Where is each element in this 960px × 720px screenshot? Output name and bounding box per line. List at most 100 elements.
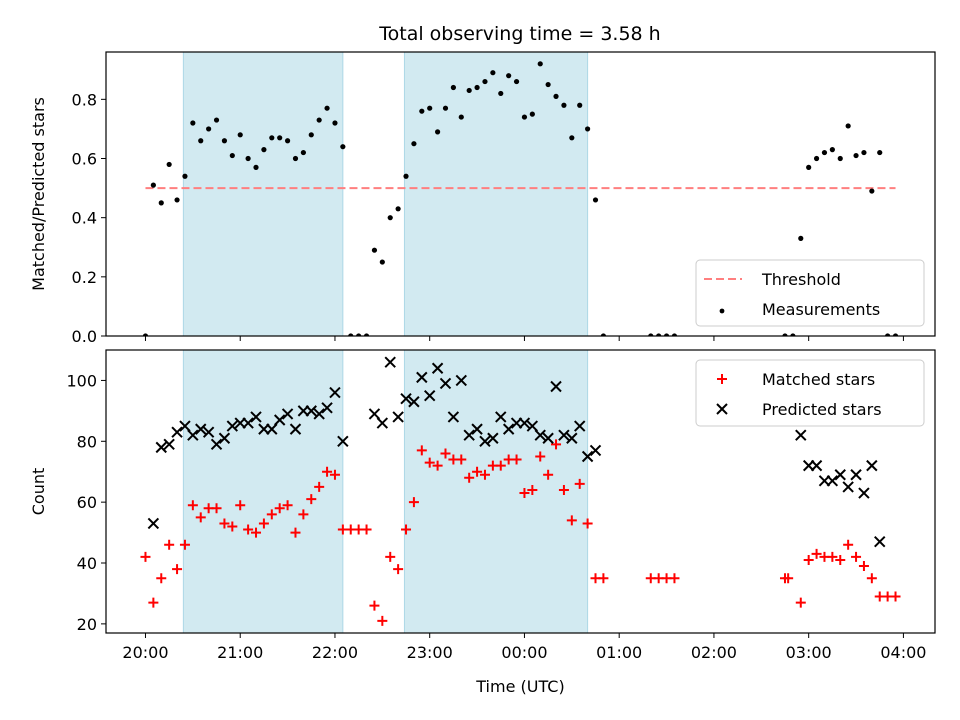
matched-star-point xyxy=(803,554,814,565)
measurement-point xyxy=(190,120,196,126)
predicted-star-point xyxy=(179,420,191,432)
predicted-star-point xyxy=(874,536,886,548)
matched-star-point xyxy=(408,497,419,508)
predicted-star-point xyxy=(250,411,262,423)
x-tick-label: 02:00 xyxy=(691,643,737,662)
measurement-point xyxy=(869,188,875,194)
predicted-star-point xyxy=(384,356,396,368)
matched-star-point xyxy=(329,469,340,480)
x-tick-label: 04:00 xyxy=(880,643,926,662)
legend: Matched stars Predicted stars xyxy=(695,359,925,427)
predicted-star-point xyxy=(313,408,325,420)
measurement-point xyxy=(261,147,267,153)
y-tick-label: 0.8 xyxy=(72,90,97,109)
matched-star-point xyxy=(156,573,167,584)
matched-star-point xyxy=(298,509,309,520)
predicted-star-point xyxy=(392,411,404,423)
measurement-point xyxy=(458,114,464,120)
predicted-star-point xyxy=(455,374,467,387)
measurement-point xyxy=(182,173,188,179)
y-axis-label: Matched/Predicted stars xyxy=(29,97,48,291)
matched-star-point xyxy=(385,551,396,562)
predicted-star-point xyxy=(558,429,570,441)
measurement-point xyxy=(213,117,220,123)
measurement-point xyxy=(411,141,417,147)
matched-star-point xyxy=(527,484,538,495)
matched-star-point xyxy=(566,515,577,526)
matched-star-point xyxy=(164,539,175,550)
predicted-star-point xyxy=(329,386,341,399)
matched-star-point xyxy=(558,484,569,495)
measurement-point xyxy=(600,333,606,336)
legend-label: Predicted stars xyxy=(762,400,882,419)
legend-label: Measurements xyxy=(762,300,880,319)
measurement-point xyxy=(340,144,346,150)
measurement-point xyxy=(166,161,172,168)
matched-star-point xyxy=(282,500,293,511)
legend-label: Threshold xyxy=(761,270,841,289)
predicted-star-point xyxy=(834,469,846,481)
measurement-point xyxy=(656,333,662,336)
measurement-point xyxy=(300,149,306,156)
matched-star-point xyxy=(582,518,593,529)
predicted-star-point xyxy=(423,389,436,402)
measurement-point xyxy=(490,70,496,76)
measurement-point xyxy=(466,87,472,94)
matched-star-point xyxy=(811,548,822,559)
axes-frame xyxy=(105,51,936,337)
measurement-point xyxy=(663,333,670,336)
predicted-star-point xyxy=(479,435,491,447)
predicted-star-point xyxy=(518,417,531,429)
measurement-point xyxy=(861,149,867,156)
legend-measurement-swatch xyxy=(719,308,725,314)
matched-star-point xyxy=(472,466,483,477)
plot-area xyxy=(142,61,899,336)
predicted-star-point xyxy=(400,392,412,405)
matched-star-point xyxy=(456,454,467,465)
measurement-point xyxy=(529,111,535,117)
legend-box xyxy=(695,259,925,327)
predicted-star-point xyxy=(171,426,183,438)
measurement-point xyxy=(506,73,512,79)
legend-matched-swatch xyxy=(717,374,727,384)
y-tick-label: 0.0 xyxy=(72,327,97,346)
measurement-point xyxy=(671,333,678,336)
y-tick-label: 40 xyxy=(77,554,97,573)
predicted-star-point xyxy=(842,481,854,493)
measurement-point xyxy=(577,102,583,108)
matched-star-point xyxy=(432,460,443,471)
matched-star-point xyxy=(369,600,380,611)
measurement-point xyxy=(427,105,433,111)
matched-star-point xyxy=(195,512,206,523)
predicted-star-point xyxy=(202,426,215,438)
predicted-star-point xyxy=(376,417,389,429)
matched-star-point xyxy=(172,564,183,575)
matched-star-point xyxy=(783,573,794,584)
measurement-point xyxy=(513,78,520,85)
predicted-star-point xyxy=(534,429,546,441)
y-tick-label: 80 xyxy=(77,432,97,451)
measurement-point xyxy=(142,333,149,336)
predicted-star-point xyxy=(795,429,807,441)
predicted-star-point xyxy=(408,396,420,408)
matched-star-point xyxy=(243,524,254,535)
observing-span-1 xyxy=(182,51,344,337)
x-tick-label: 23:00 xyxy=(407,643,453,662)
predicted-star-point xyxy=(416,371,428,384)
measurement-point xyxy=(292,155,299,162)
measurement-point xyxy=(403,173,409,179)
x-tick-label: 01:00 xyxy=(596,643,642,662)
matched-star-point xyxy=(314,481,325,492)
measurement-point xyxy=(845,123,851,129)
predicted-star-point xyxy=(550,380,562,393)
y-axis-label: Count xyxy=(29,468,48,516)
x-tick-label: 22:00 xyxy=(312,643,358,662)
measurement-point xyxy=(790,333,796,336)
y-tick-label: 0.2 xyxy=(72,268,97,287)
measurement-point xyxy=(537,61,543,67)
bottom-panel: 20 40 60 80 100 20:00 21:00 22:00 23:00 00:00 01:0… xyxy=(29,349,936,696)
measurement-point xyxy=(592,197,599,203)
matched-star-point xyxy=(306,494,317,505)
matched-star-point xyxy=(361,524,372,535)
matched-star-point xyxy=(543,469,554,480)
